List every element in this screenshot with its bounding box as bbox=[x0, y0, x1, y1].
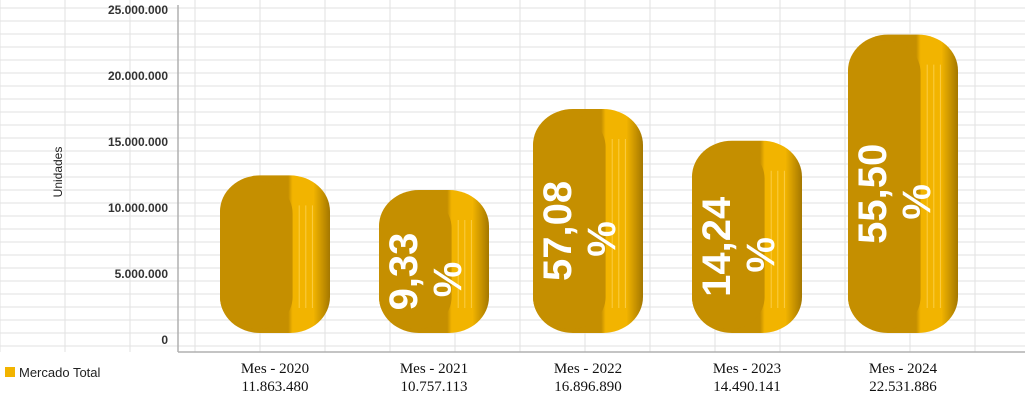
bar-face bbox=[220, 181, 293, 329]
category-value-label: 11.863.480 bbox=[242, 379, 309, 395]
category-label: Mes - 2021 bbox=[400, 361, 468, 377]
bar bbox=[220, 175, 330, 333]
category-label: Mes - 2023 bbox=[713, 361, 781, 377]
legend-label: Mercado Total bbox=[19, 365, 101, 380]
category-label: Mes - 2022 bbox=[554, 361, 622, 377]
y-tick-label: 20.000.000 bbox=[108, 69, 168, 83]
legend-swatch bbox=[5, 367, 15, 377]
growth-percent: % bbox=[895, 184, 939, 220]
bar bbox=[848, 34, 958, 334]
bar bbox=[379, 190, 489, 333]
y-tick-label: 15.000.000 bbox=[108, 135, 168, 149]
y-tick-label: 25.000.000 bbox=[108, 3, 168, 17]
category-value-label: 22.531.886 bbox=[869, 379, 937, 395]
growth-label: 14,24 bbox=[695, 196, 739, 297]
bar-face bbox=[692, 146, 765, 329]
bar-face bbox=[379, 196, 452, 329]
bar-face bbox=[533, 114, 606, 329]
y-axis-title: Unidades bbox=[51, 147, 65, 198]
bar bbox=[692, 140, 802, 333]
category-label: Mes - 2024 bbox=[869, 361, 938, 377]
category-value-label: 14.490.141 bbox=[713, 379, 781, 395]
growth-label: 9,33 bbox=[382, 233, 426, 311]
growth-percent: % bbox=[580, 221, 624, 257]
category-value-label: 16.896.890 bbox=[554, 379, 622, 395]
category-value-label: 10.757.113 bbox=[401, 379, 468, 395]
growth-label: 55,50 bbox=[851, 144, 895, 244]
growth-percent: % bbox=[739, 237, 783, 273]
growth-label: 57,08 bbox=[536, 181, 580, 281]
y-tick-label: 5.000.000 bbox=[115, 267, 169, 281]
category-label: Mes - 2020 bbox=[241, 361, 309, 377]
growth-percent: % bbox=[426, 262, 470, 298]
y-tick-label: 10.000.000 bbox=[108, 201, 168, 215]
y-tick-label: 0 bbox=[161, 333, 168, 347]
bar-face bbox=[848, 40, 921, 330]
bar bbox=[533, 108, 643, 333]
